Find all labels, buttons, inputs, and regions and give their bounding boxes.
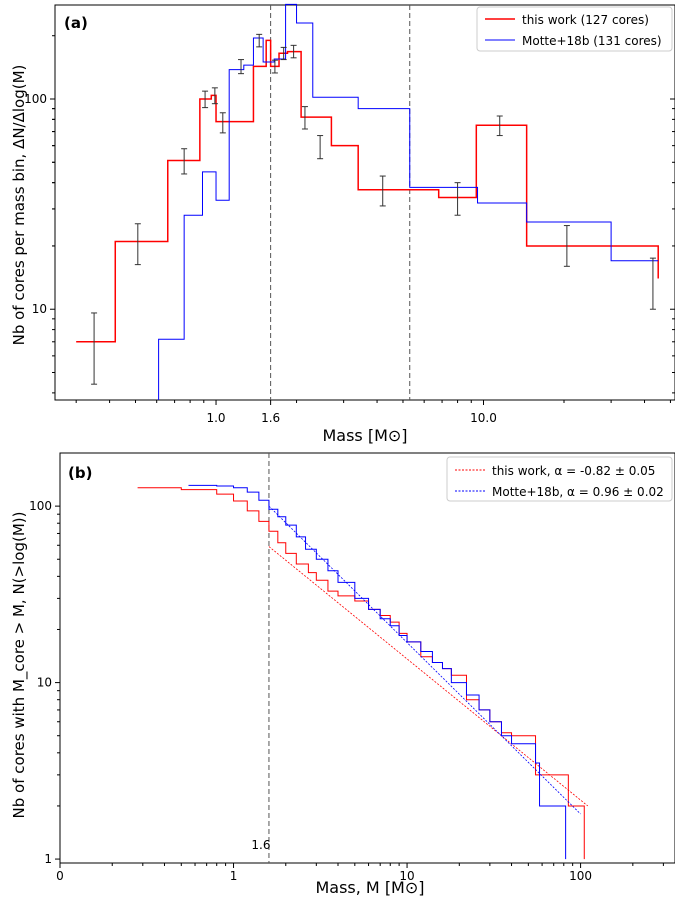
step-line-motte <box>158 3 659 400</box>
panel-b-ylabel: Nb of cores with M_core > M, N(>log(M)) <box>10 512 29 819</box>
legend-label-this-work: this work (127 cores) <box>522 13 649 27</box>
panel-a-ylabel: Nb of cores per mass bin, ΔN/Δlog(M) <box>10 65 28 346</box>
panel-a-xlabel: Mass [M⊙] <box>322 426 407 445</box>
panel-a-reference-lines <box>270 5 411 400</box>
panel-a-series <box>76 3 659 400</box>
x-tick-label: 1 <box>230 869 238 883</box>
legend-frame <box>446 456 673 502</box>
panel-b-reference-line: 1.6 <box>251 453 270 863</box>
x-tick-label: 1.6 <box>261 411 280 425</box>
panel-b-xlabel: Mass, M [M⊙] <box>315 878 424 897</box>
y-tick-label: 100 <box>24 92 47 106</box>
y-tick-label: 100 <box>29 499 52 513</box>
panel-b-frame <box>59 452 675 864</box>
x-tick-label: 10.0 <box>470 411 497 425</box>
legend-frame <box>476 6 673 52</box>
cumulative-line-this-work <box>137 487 585 860</box>
panel-a-frame <box>54 4 675 401</box>
panel-a-legend: this work (127 cores) Motte+18b (131 cor… <box>476 6 673 52</box>
panel-b-label: (b) <box>68 464 92 482</box>
x-tick-label: 100 <box>569 869 592 883</box>
panel-b-series <box>137 484 589 860</box>
fit-line-motte <box>268 505 581 815</box>
step-line-this-work <box>76 39 659 343</box>
legend-label-this-work: this work, α = -0.82 ± 0.05 <box>492 464 655 478</box>
legend-label-motte: Motte+18b, α = 0.96 ± 0.02 <box>492 485 664 499</box>
x-tick-label: 10 <box>399 869 414 883</box>
y-tick-label: 10 <box>32 302 47 316</box>
panel-a: 1.0 1.6 10.0 10 100 (a) Mass [M⊙] Nb of core… <box>10 3 675 445</box>
x-tick-label: 1.0 <box>206 411 225 425</box>
reference-vline-label: 1.6 <box>251 838 270 852</box>
panel-a-error-bars <box>91 33 656 385</box>
legend-label-motte: Motte+18b (131 cores) <box>522 34 662 48</box>
panel-b-legend: this work, α = -0.82 ± 0.05 Motte+18b, α… <box>446 456 673 502</box>
y-tick-label: 1 <box>44 852 52 866</box>
panel-a-ticks: 1.0 1.6 10.0 10 100 <box>24 35 675 425</box>
cumulative-line-motte <box>188 484 567 860</box>
x-tick-label: 0 <box>56 869 64 883</box>
y-tick-label: 10 <box>37 676 52 690</box>
panel-a-label: (a) <box>64 14 88 32</box>
